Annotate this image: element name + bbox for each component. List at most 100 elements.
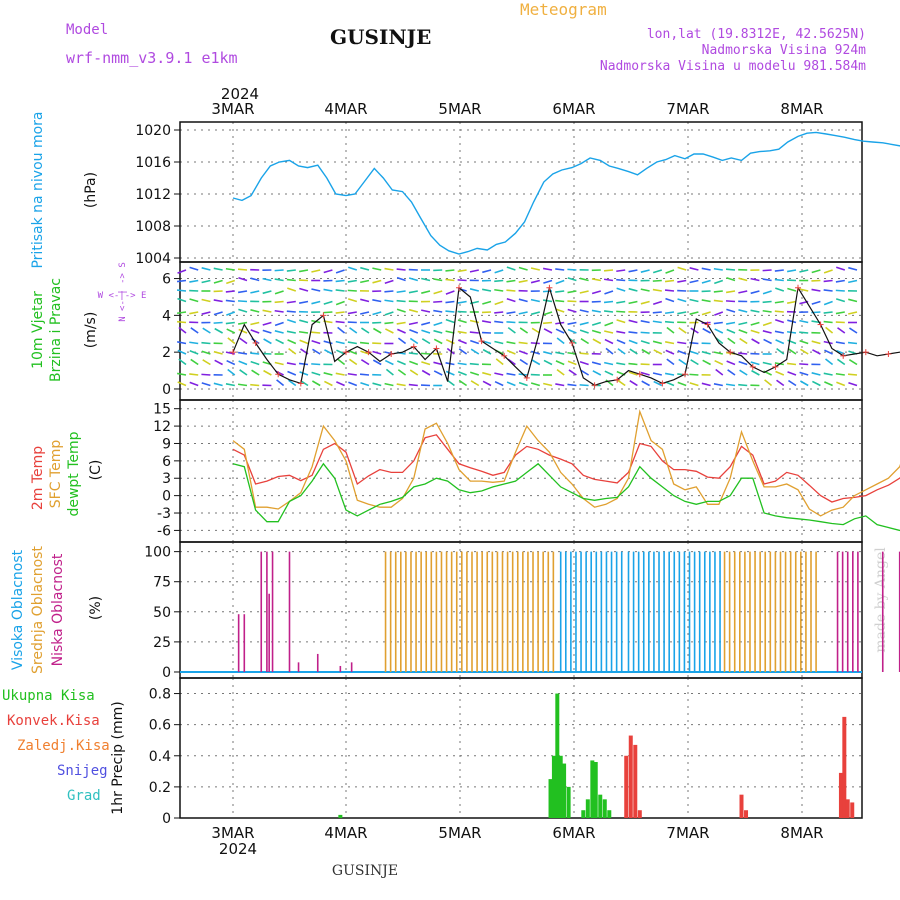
temperature-tick-label: 15: [153, 402, 171, 418]
wind-arrow: [237, 351, 248, 355]
wind-arrow: [201, 279, 211, 284]
wind-arrow: [542, 267, 553, 271]
wind-arrow: [579, 309, 589, 313]
wind-arrow: [323, 372, 333, 376]
wind-arrow: [299, 319, 309, 324]
wind-arrow: [799, 331, 809, 334]
wind-arrow: [384, 382, 394, 387]
precip-ylabel: 1hr Precip (mm): [110, 701, 126, 814]
top-year: 2024: [221, 85, 259, 103]
wind-arrow: [213, 311, 223, 316]
pressure-tick-label: 1008: [135, 219, 171, 235]
wind-arrow: [177, 269, 187, 274]
temperature-tick-label: -3: [157, 506, 171, 522]
wind-arrow: [360, 359, 370, 366]
wind-arrow: [409, 369, 419, 376]
wind-arrow: [239, 337, 248, 345]
wind-arrow: [726, 276, 736, 282]
page-title: GUSINJE: [330, 25, 431, 49]
wind-arrow: [189, 341, 199, 345]
precip-bar: [624, 755, 629, 818]
wind-arrow: [689, 267, 699, 271]
wind-arrow: [213, 299, 223, 303]
wind-arrow: [433, 300, 443, 303]
wind-arrow: [774, 318, 785, 324]
wind-arrow: [701, 279, 711, 284]
wind-arrow: [567, 290, 577, 294]
wind-arrow: [836, 358, 846, 366]
cloud-tick-label: 0: [162, 665, 171, 681]
wind-arrow: [787, 300, 797, 305]
wind-arrow: [567, 277, 577, 282]
wind-arrow: [298, 362, 309, 366]
wind-arrow: [617, 379, 626, 387]
wind-arrow: [396, 383, 406, 387]
wind-arrow: [726, 360, 736, 366]
wind-arrow: [556, 368, 565, 376]
wind-arrow: [237, 383, 248, 387]
precip-bar: [551, 755, 556, 818]
wind-arrow: [251, 369, 260, 376]
wind-arrow: [335, 372, 345, 376]
wind-arrow: [567, 383, 577, 387]
wind-arrow: [579, 329, 589, 334]
wind-arrow: [713, 267, 723, 271]
pressure-tick-label: 1004: [135, 251, 171, 267]
wind-arrow: [189, 350, 199, 355]
wind-arrow: [347, 298, 358, 303]
wind-arrow: [445, 370, 455, 376]
wind-arrow: [825, 358, 834, 366]
precip-bar: [555, 693, 560, 818]
wind-arrow: [653, 349, 663, 355]
wind-arrow: [201, 382, 211, 387]
wind-arrow: [812, 380, 821, 387]
wind-arrow: [762, 269, 772, 272]
wind-arrow: [445, 310, 455, 313]
wind-arrow: [348, 381, 358, 387]
meteogram-label: Meteogram: [520, 0, 607, 19]
wind-arrow: [739, 337, 748, 345]
wind-arrow: [725, 290, 736, 294]
wind-arrow: [677, 350, 687, 355]
wind-arrow: [227, 368, 236, 376]
wind-arrow: [298, 330, 309, 334]
wind-arrow: [567, 328, 577, 334]
bottom-day-label: 3MAR: [211, 824, 254, 842]
altitude-label: Nadmorska Visina 924m: [702, 43, 867, 58]
dewpt-temp-ylabel: dewpt Temp: [66, 431, 82, 516]
wind-arrow: [384, 311, 394, 316]
wind-arrow: [762, 290, 772, 295]
wind-arrow: [726, 328, 736, 334]
wind-arrow: [750, 309, 760, 313]
wind-arrow: [226, 328, 236, 334]
wind-arrow: [494, 279, 504, 283]
wind-arrow: [776, 347, 785, 355]
wind-arrow: [786, 269, 797, 273]
wind-arrow: [286, 330, 296, 334]
wind-arrow: [579, 321, 589, 326]
wind-arrow: [347, 266, 358, 271]
wind-arrow: [323, 288, 333, 292]
wind-arrow: [201, 267, 211, 271]
wind-arrow: [214, 327, 223, 334]
wind-arrow: [470, 339, 480, 345]
precip-bar: [566, 786, 571, 818]
wind-arrow: [420, 352, 431, 355]
wind-arrow: [664, 372, 675, 376]
wind-arrow: [507, 326, 516, 334]
wind-arrow: [457, 339, 467, 345]
wind-arrow: [738, 321, 748, 326]
wind-arrow: [519, 327, 529, 334]
wind-arrow: [518, 266, 528, 271]
wind-arrow: [603, 278, 614, 282]
wind-arrow: [237, 290, 248, 294]
precip-bar: [558, 755, 563, 818]
wind-arrow: [482, 380, 492, 387]
wind-arrow: [347, 311, 357, 315]
wind-arrow: [384, 279, 394, 285]
wind-arrow: [458, 348, 468, 355]
wind-arrow: [825, 326, 834, 334]
wind-arrow: [591, 290, 602, 295]
wind-arrow: [373, 327, 382, 334]
wind-arrow: [835, 298, 846, 303]
